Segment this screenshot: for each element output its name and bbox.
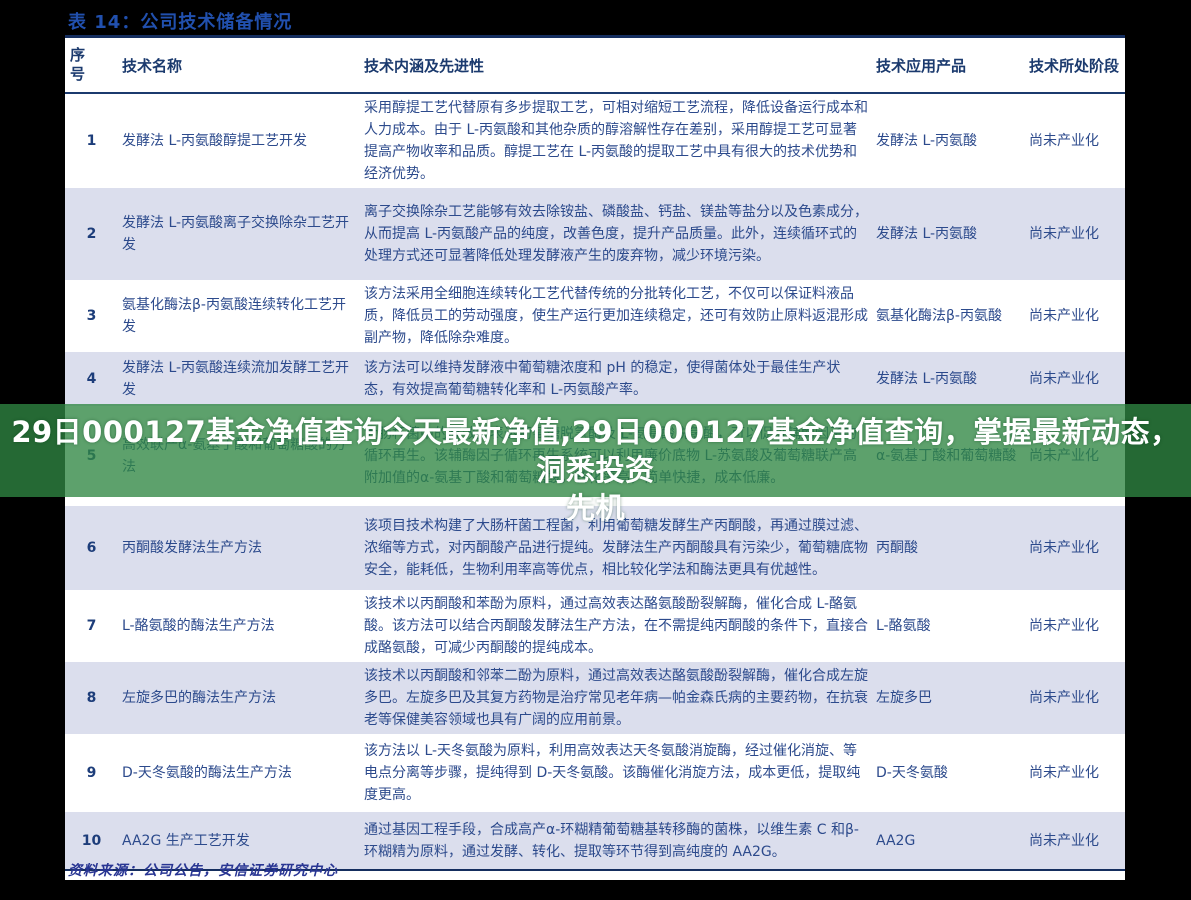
- table-row: 7 L-酪氨酸的酶法生产方法 该技术以丙酮酸和苯酚为原料，通过高效表达酪氨酸酚裂…: [65, 590, 1125, 662]
- stage-cell: 尚未产业化: [1029, 371, 1099, 387]
- header-stage: 技术所处阶段: [1025, 38, 1125, 94]
- tech-detail-cell: 该技术以丙酮酸和邻苯二酚为原料，通过高效表达酪氨酸酚裂解酶，催化合成左旋多巴。左…: [364, 668, 868, 728]
- header-detail: 技术内涵及先进性: [360, 38, 872, 94]
- row-no: 10: [65, 812, 118, 871]
- stage-cell: 尚未产业化: [1029, 133, 1099, 149]
- table-header-row: 序号 技术名称 技术内涵及先进性 技术应用产品 技术所处阶段: [65, 38, 1125, 94]
- product-cell: 丙酮酸: [876, 540, 918, 556]
- table-row: 2 发酵法 L-丙氨酸离子交换除杂工艺开发 离子交换除杂工艺能够有效去除铵盐、磷…: [65, 188, 1125, 280]
- header-name: 技术名称: [118, 38, 360, 94]
- header-product: 技术应用产品: [872, 38, 1025, 94]
- tech-name-cell: 丙酮酸发酵法生产方法: [122, 540, 262, 556]
- tech-detail-cell: 该项目技术构建了大肠杆菌工程菌，利用葡萄糖发酵生产丙酮酸，再通过膜过滤、浓缩等方…: [364, 518, 868, 578]
- row-no: 8: [86, 690, 97, 706]
- tech-detail-cell: 该方法可以维持发酵液中葡萄糖浓度和 pH 的稳定，使得菌体处于最佳生产状态，有效…: [364, 360, 841, 398]
- stage-cell: 尚未产业化: [1029, 308, 1099, 324]
- table-row: 1 发酵法 L-丙氨酸醇提工艺开发 采用醇提工艺代替原有多步提取工艺，可相对缩短…: [65, 93, 1125, 188]
- stage-cell: 尚未产业化: [1029, 540, 1099, 556]
- tech-name-cell: L-酪氨酸的酶法生产方法: [122, 618, 275, 634]
- header-no: 序号: [65, 38, 118, 94]
- table-row: 4 发酵法 L-丙氨酸连续流加发酵工艺开发 该方法可以维持发酵液中葡萄糖浓度和 …: [65, 352, 1125, 406]
- table-row: 3 氨基化酶法β-丙氨酸连续转化工艺开发 该方法采用全细胞连续转化工艺代替传统的…: [65, 280, 1125, 352]
- overlay-ad-banner: 29日000127基金净值查询今天最新净值,29日000127基金净值查询，掌握…: [0, 404, 1191, 525]
- tech-name-cell: D-天冬氨酸的酶法生产方法: [122, 765, 292, 781]
- product-cell: 左旋多巴: [876, 690, 932, 706]
- product-cell: 氨基化酶法β-丙氨酸: [876, 308, 1002, 324]
- header-no-label: 序号: [69, 46, 85, 83]
- overlay-banner-line2: 先机: [565, 491, 625, 525]
- stage-cell: 尚未产业化: [1025, 812, 1125, 871]
- product-cell: 发酵法 L-丙氨酸: [876, 371, 978, 387]
- row-no: 7: [86, 618, 97, 634]
- tech-reserve-table: 序号 技术名称 技术内涵及先进性 技术应用产品 技术所处阶段 1 发酵法 L-丙…: [65, 38, 1125, 871]
- product-cell: 发酵法 L-丙氨酸: [876, 133, 978, 149]
- stage-cell: 尚未产业化: [1029, 226, 1099, 242]
- tech-name-cell: 发酵法 L-丙氨酸离子交换除杂工艺开发: [122, 215, 350, 253]
- page-title: 表 14：公司技术储备情况: [68, 12, 293, 33]
- table-row: 10 AA2G 生产工艺开发 通过基因工程手段，合成高产α-环糊精葡萄糖基转移酶…: [65, 812, 1125, 871]
- tech-name-cell: 氨基化酶法β-丙氨酸连续转化工艺开发: [122, 297, 346, 335]
- product-cell: AA2G: [872, 812, 1025, 871]
- tech-detail-cell: 采用醇提工艺代替原有多步提取工艺，可相对缩短工艺流程，降低设备运行成本和人力成本…: [364, 100, 868, 182]
- tech-detail-cell: 该技术以丙酮酸和苯酚为原料，通过高效表达酪氨酸酚裂解酶，催化合成 L-酪氨酸。该…: [364, 596, 868, 656]
- tech-detail-cell: 离子交换除杂工艺能够有效去除铵盐、磷酸盐、钙盐、镁盐等盐分以及色素成分，从而提高…: [364, 204, 868, 264]
- row-no: 3: [86, 308, 97, 324]
- row-no: 9: [86, 765, 97, 781]
- table-row: 9 D-天冬氨酸的酶法生产方法 该方法以 L-天冬氨酸为原料，利用高效表达天冬氨…: [65, 734, 1125, 812]
- row-no: 6: [86, 540, 97, 556]
- table-panel: 序号 技术名称 技术内涵及先进性 技术应用产品 技术所处阶段 1 发酵法 L-丙…: [65, 35, 1125, 880]
- tech-name-cell: 发酵法 L-丙氨酸醇提工艺开发: [122, 133, 308, 149]
- table-row: 6 丙酮酸发酵法生产方法 该项目技术构建了大肠杆菌工程菌，利用葡萄糖发酵生产丙酮…: [65, 506, 1125, 590]
- tech-detail-cell: 通过基因工程手段，合成高产α-环糊精葡萄糖基转移酶的菌株，以维生素 C 和β-环…: [360, 812, 872, 871]
- row-no: 1: [86, 133, 97, 149]
- product-cell: L-酪氨酸: [876, 618, 931, 634]
- row-no: 2: [86, 226, 97, 242]
- tech-name-cell: AA2G 生产工艺开发: [118, 812, 360, 871]
- source-note: 资料来源：公司公告，安信证券研究中心: [68, 863, 338, 879]
- overlay-banner-line1: 29日000127基金净值查询今天最新净值,29日000127基金净值查询，掌握…: [11, 415, 1180, 487]
- tech-name-cell: 左旋多巴的酶法生产方法: [122, 690, 276, 706]
- stage-cell: 尚未产业化: [1029, 618, 1099, 634]
- tech-detail-cell: 该方法以 L-天冬氨酸为原料，利用高效表达天冬氨酸消旋酶，经过催化消旋、等电点分…: [364, 743, 861, 803]
- table-row: 8 左旋多巴的酶法生产方法 该技术以丙酮酸和邻苯二酚为原料，通过高效表达酪氨酸酚…: [65, 662, 1125, 734]
- tech-name-cell: 发酵法 L-丙氨酸连续流加发酵工艺开发: [122, 360, 350, 398]
- stage-cell: 尚未产业化: [1029, 690, 1099, 706]
- product-cell: 发酵法 L-丙氨酸: [876, 226, 978, 242]
- row-no: 4: [86, 371, 97, 387]
- tech-detail-cell: 该方法采用全细胞连续转化工艺代替传统的分批转化工艺，不仅可以保证料液品质，降低员…: [364, 286, 868, 346]
- product-cell: D-天冬氨酸: [876, 765, 948, 781]
- stage-cell: 尚未产业化: [1029, 765, 1099, 781]
